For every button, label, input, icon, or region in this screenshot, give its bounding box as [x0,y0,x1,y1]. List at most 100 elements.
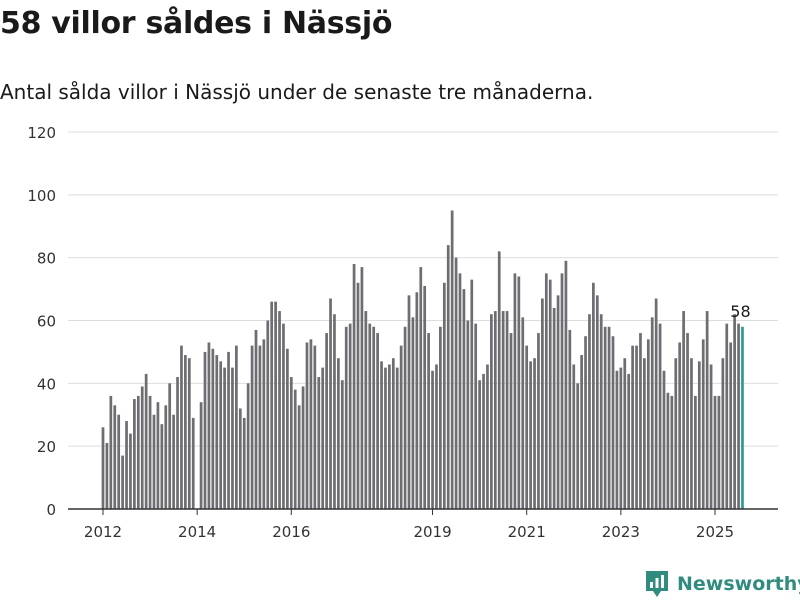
bar [309,339,313,509]
bar [113,405,117,509]
bar [384,367,387,510]
bar [391,358,395,509]
bar [725,323,729,509]
bar [635,345,638,509]
brand-name: Newsworthy [677,573,800,595]
y-tick-label: 60 [37,313,56,331]
bar [603,326,607,509]
bar [191,417,195,509]
bar [105,443,109,509]
bar [627,373,631,509]
bar [439,326,442,509]
bar [694,395,697,509]
bar [286,348,289,509]
bar [313,345,317,509]
bar [666,392,670,509]
bar [254,329,258,509]
bar [654,298,658,509]
bar [125,421,128,509]
bar [486,364,489,509]
bar [415,292,419,509]
bar [329,298,332,509]
bar [388,364,391,509]
bar [478,380,481,509]
bar [129,433,132,509]
y-tick-label: 80 [37,250,56,268]
bar [541,298,544,509]
bar [337,358,340,509]
y-tick-label: 20 [37,438,56,456]
bar [289,377,293,509]
bar [568,329,572,509]
bar [509,333,513,509]
bar [623,358,627,509]
bar [136,395,140,509]
newsworthy-logo-icon [646,571,668,597]
bar [631,345,634,509]
bar [482,373,485,509]
bar [435,364,438,509]
bar [270,301,274,509]
bar [164,405,168,509]
bar [662,370,666,509]
bar [364,311,368,509]
bar [223,367,226,510]
brand-logo: Newsworthy [645,570,800,598]
bar [705,311,709,509]
bar [352,263,356,509]
bar [411,317,415,509]
bar [250,345,254,509]
data-label: 58 [730,302,750,321]
bar [556,295,560,509]
x-tick-label: 2023 [602,523,640,541]
bar [246,383,250,509]
bar [442,282,446,509]
bar [576,383,580,509]
bar [293,389,297,509]
bar [278,311,281,509]
bar [678,342,682,509]
bar [227,351,230,509]
bar [360,267,364,509]
bar [215,355,219,509]
bar [564,260,568,509]
bar [446,245,450,509]
bar [674,358,678,509]
bar [407,295,411,509]
bar [176,377,179,509]
bar [356,282,360,509]
bar [533,358,536,509]
bar [470,279,474,509]
bar [560,273,564,510]
bar [184,355,187,509]
bar [474,323,478,509]
bar [321,367,325,510]
bar [238,408,242,509]
bar [219,361,223,509]
bar [368,323,372,509]
bar [262,339,266,509]
bar [548,279,552,509]
bar [521,317,525,509]
bar [505,311,509,509]
x-tick-label: 2014 [178,523,216,541]
bar [611,336,615,509]
bar [721,358,725,509]
bar [709,364,713,509]
x-tick-label: 2025 [696,523,734,541]
bar [160,424,164,509]
bar [431,370,434,509]
bar [682,311,685,509]
bar-highlight [741,326,744,509]
bar [619,367,623,510]
bar [380,361,383,509]
bar [670,395,674,509]
bar [101,427,105,509]
bar [639,333,642,509]
bar [592,282,595,509]
bar [144,373,148,509]
bar [552,307,556,509]
y-tick-label: 40 [37,375,56,393]
bar [450,210,454,510]
bar [490,314,493,509]
